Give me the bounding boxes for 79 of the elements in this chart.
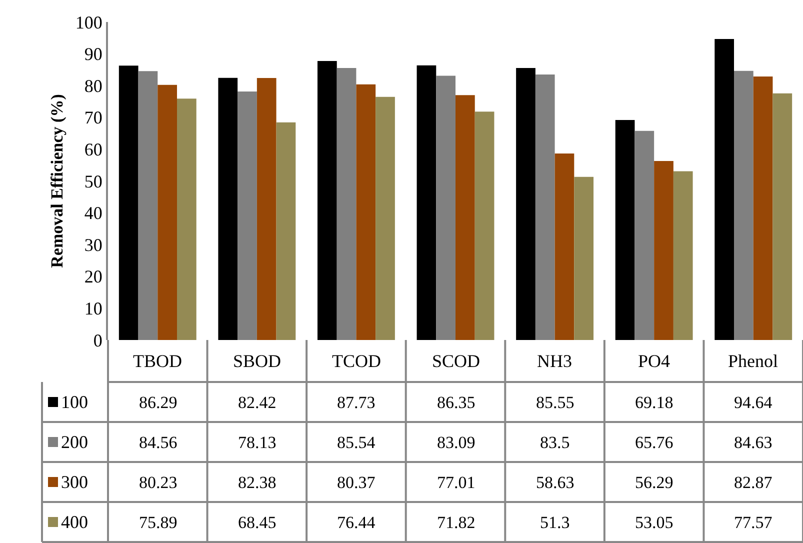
bar: [416, 65, 436, 340]
data-label: 84.56: [139, 433, 178, 452]
x-tick-label: SBOD: [233, 351, 282, 371]
bar: [436, 76, 456, 340]
data-label: 56.29: [635, 473, 674, 492]
bar: [654, 161, 674, 340]
bar: [753, 76, 773, 340]
bar: [118, 66, 138, 340]
data-label: 85.55: [536, 393, 574, 412]
legend-label: 300: [61, 472, 88, 492]
bar: [256, 78, 276, 340]
bar: [634, 130, 654, 340]
x-tick-label: Phenol: [728, 351, 778, 371]
data-label: 77.57: [734, 513, 773, 532]
data-label: 82.87: [734, 473, 773, 492]
legend-label: 100: [61, 392, 88, 412]
data-label: 83.09: [437, 433, 476, 452]
bar: [376, 96, 395, 340]
bar: [574, 176, 594, 340]
bar: [772, 93, 792, 340]
data-label: 75.89: [139, 513, 178, 532]
bar: [474, 112, 494, 340]
x-tick-label: SCOD: [432, 351, 480, 371]
x-tick-label: PO4: [638, 351, 670, 371]
data-label: 82.42: [238, 393, 276, 412]
data-label: 84.63: [734, 433, 772, 452]
bar: [554, 154, 574, 340]
bar: [138, 71, 158, 340]
data-label: 69.18: [635, 393, 674, 412]
data-label: 85.54: [337, 433, 376, 452]
data-label: 86.35: [437, 393, 476, 412]
bar: [317, 61, 337, 340]
bar: [734, 70, 754, 340]
bar: [356, 84, 376, 340]
y-axis-title: Removal Efficiency (%): [47, 94, 66, 268]
data-label: 86.29: [139, 393, 178, 412]
y-tick-label: 100: [75, 12, 102, 32]
bar: [177, 98, 196, 340]
data-label: 80.37: [337, 473, 376, 492]
data-label: 58.63: [536, 473, 574, 492]
y-tick-label: 90: [84, 44, 102, 64]
x-tick-label: TCOD: [332, 351, 381, 371]
data-label: 68.45: [238, 513, 276, 532]
x-tick-label: TBOD: [133, 351, 182, 371]
bar: [456, 95, 475, 340]
data-label: 78.13: [238, 433, 276, 452]
y-tick-label: 70: [84, 108, 102, 128]
bar: [336, 68, 356, 340]
data-label: 65.76: [635, 433, 674, 452]
bar: [673, 171, 693, 340]
y-tick-label: 60: [84, 140, 102, 160]
bar: [615, 120, 635, 340]
legend-label: 400: [61, 512, 88, 532]
bar: [238, 92, 257, 340]
y-tick-label: 80: [84, 76, 102, 96]
bar: [516, 68, 536, 340]
data-label: 94.64: [734, 393, 773, 412]
data-label: 51.3: [540, 513, 570, 532]
y-tick-label: 10: [84, 298, 102, 318]
bar: [535, 74, 555, 340]
y-tick-label: 20: [84, 266, 102, 287]
data-label: 76.44: [337, 513, 376, 532]
data-label: 53.05: [635, 513, 674, 532]
data-label: 83.5: [540, 433, 570, 452]
x-tick-label: NH3: [537, 351, 572, 371]
data-label: 82.38: [238, 473, 276, 492]
y-tick-label: 40: [84, 203, 102, 224]
data-label: 80.23: [139, 473, 178, 492]
y-tick-label: 50: [84, 171, 102, 192]
data-label: 71.82: [437, 513, 476, 532]
y-tick-label: 0: [93, 330, 102, 350]
data-label: 87.73: [337, 393, 376, 412]
data-label: 77.01: [437, 473, 476, 492]
bar: [158, 84, 177, 340]
bar: [218, 78, 238, 340]
bar: [276, 122, 296, 340]
y-tick-label: 30: [84, 234, 102, 255]
bar: [714, 39, 734, 340]
legend-label: 200: [61, 432, 88, 452]
